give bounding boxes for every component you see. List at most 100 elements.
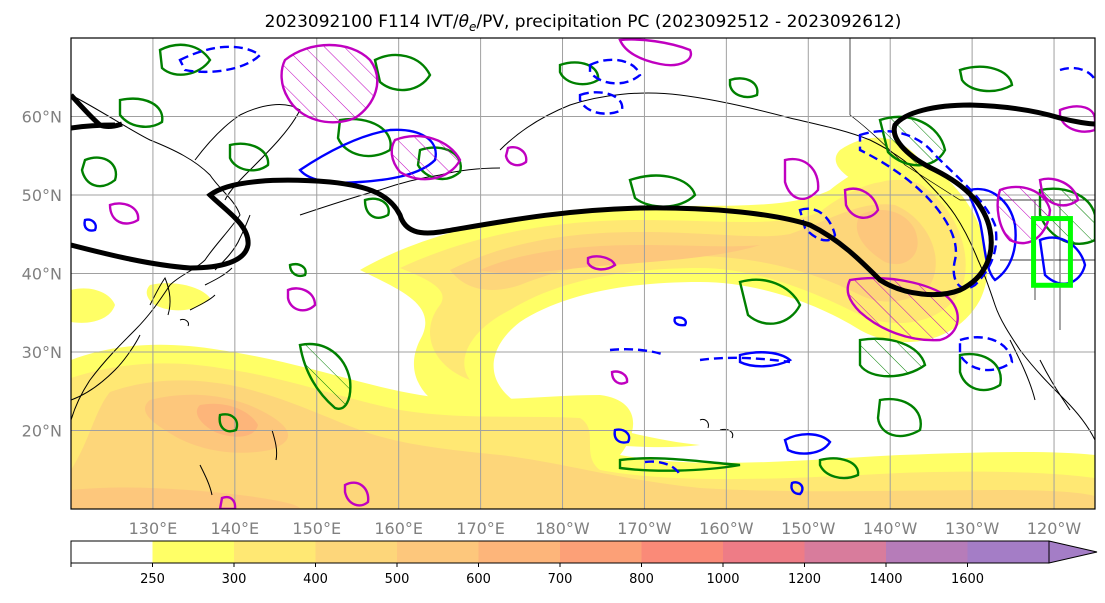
colorbar-segment bbox=[886, 541, 968, 563]
blue-contour-solid bbox=[673, 316, 687, 327]
chart-title: 2023092100 F114 IVT/θe/PV, precipitation… bbox=[265, 12, 902, 34]
lon-tick-label: 120°W bbox=[1027, 519, 1082, 538]
blue-contour-solid bbox=[1038, 236, 1087, 285]
precip-contour bbox=[996, 185, 1052, 245]
colorbar-tick-label: 800 bbox=[629, 572, 654, 587]
green-contour bbox=[298, 342, 352, 410]
precip-contour bbox=[783, 157, 820, 201]
colorbar-segment bbox=[152, 541, 234, 563]
colorbar-segment bbox=[234, 541, 316, 563]
blue-contour-dashed bbox=[798, 207, 837, 242]
precip-contour bbox=[843, 187, 880, 219]
blue-contour-dashed bbox=[699, 356, 791, 364]
colorbar-segment bbox=[478, 541, 560, 563]
colorbar-segment bbox=[315, 541, 397, 563]
coast-china bbox=[71, 334, 141, 401]
precip-contour bbox=[343, 481, 370, 507]
blue-contour-dashed bbox=[958, 336, 1014, 372]
coast-japan bbox=[189, 214, 251, 311]
ivt-band-ne-500 bbox=[856, 210, 918, 265]
ivt-colorbar: 250 300 400 500 600 700 800 1000 1200 1400 1600 bbox=[70, 540, 1098, 587]
blue-contour-solid bbox=[613, 428, 631, 444]
precip-contour bbox=[108, 202, 140, 225]
green-contour bbox=[118, 97, 164, 128]
latitude-tick-labels: 20°N 30°N 40°N 50°N 60°N bbox=[22, 108, 62, 441]
coast-islands bbox=[179, 319, 278, 496]
colorbar-tick-label: 300 bbox=[222, 572, 247, 587]
blue-contour-solid bbox=[790, 481, 804, 496]
colorbar-segment-under bbox=[71, 541, 153, 563]
precip-contour bbox=[618, 38, 693, 67]
green-contour bbox=[158, 43, 212, 76]
lat-tick-label: 40°N bbox=[22, 265, 62, 284]
green-contour bbox=[218, 413, 239, 433]
blue-contour-dashed bbox=[578, 91, 624, 115]
lat-tick-label: 30°N bbox=[22, 343, 62, 362]
green-contour bbox=[363, 197, 390, 219]
green-contour bbox=[858, 337, 927, 378]
precip-contour bbox=[286, 287, 317, 312]
ivt-band-south-600 bbox=[196, 403, 258, 437]
colorbar-segment bbox=[641, 541, 723, 563]
ivt-band-west2-250 bbox=[146, 283, 210, 311]
colorbar-tick-label: 700 bbox=[548, 572, 573, 587]
green-contour bbox=[288, 263, 307, 278]
lon-tick-label: 130°E bbox=[129, 519, 178, 538]
lon-tick-label: 170°E bbox=[456, 519, 505, 538]
colorbar-tick-label: 250 bbox=[140, 572, 165, 587]
colorbar-tick-label: 400 bbox=[303, 572, 328, 587]
lon-tick-label: 140°W bbox=[863, 519, 918, 538]
ivt-band-south-400 bbox=[71, 380, 1095, 509]
blue-contour-dashed bbox=[858, 129, 998, 290]
lon-tick-label: 150°W bbox=[781, 519, 836, 538]
coast-aleutians bbox=[299, 167, 501, 216]
colorbar-tick-label: 600 bbox=[466, 572, 491, 587]
colorbar-segment bbox=[723, 541, 805, 563]
blue-contour-solid bbox=[783, 433, 832, 455]
green-contour bbox=[628, 174, 697, 208]
theta-e-contours-positive bbox=[80, 43, 1095, 480]
precip-contour bbox=[1038, 177, 1080, 207]
precip-pc-contours bbox=[108, 38, 1095, 509]
green-contour bbox=[618, 457, 741, 472]
green-contour bbox=[336, 117, 392, 158]
lon-tick-label: 140°E bbox=[211, 519, 260, 538]
ivt-band-north-500 bbox=[480, 245, 760, 274]
map-layers bbox=[71, 38, 1095, 509]
green-contour bbox=[738, 278, 802, 325]
ivt-band-west-250 bbox=[71, 288, 115, 323]
colorbar-tick-label: 500 bbox=[385, 572, 410, 587]
pv-line-west bbox=[71, 102, 1095, 298]
blue-contour-dashed bbox=[609, 348, 666, 357]
precip-contour bbox=[390, 134, 462, 181]
lon-tick-label: 150°E bbox=[292, 519, 341, 538]
colorbar-tick-label: 1400 bbox=[869, 572, 902, 587]
precip-contour bbox=[218, 495, 237, 509]
lon-tick-label: 160°W bbox=[699, 519, 754, 538]
ivt-band-south-500b bbox=[71, 487, 300, 509]
lat-tick-label: 60°N bbox=[22, 108, 62, 127]
blue-contour-dashed bbox=[1059, 66, 1095, 81]
lon-tick-label: 130°W bbox=[945, 519, 1000, 538]
colorbar-frame bbox=[70, 540, 1050, 564]
pv-line-nw bbox=[71, 93, 123, 131]
highlight-region-box bbox=[1031, 216, 1073, 288]
lat-tick-label: 20°N bbox=[22, 422, 62, 441]
colorbar-segment bbox=[397, 541, 479, 563]
green-contour bbox=[228, 142, 270, 172]
blue-contour-solid bbox=[738, 351, 793, 368]
precip-contour bbox=[610, 370, 629, 385]
colorbar-extend-arrow bbox=[1048, 540, 1098, 564]
colorbar-tick-label: 1000 bbox=[706, 572, 739, 587]
pv-contour bbox=[71, 93, 1095, 298]
coast-asia bbox=[71, 94, 241, 421]
precip-contour bbox=[586, 255, 617, 271]
lon-tick-label: 160°E bbox=[374, 519, 423, 538]
coast-korea bbox=[149, 276, 171, 316]
longitude-tick-labels: 130°E 140°E 150°E 160°E 170°E 180°W 170°W 160°W… bbox=[129, 519, 1082, 538]
green-contour bbox=[373, 53, 432, 92]
precip-contour bbox=[504, 146, 528, 167]
precip-contour bbox=[1058, 105, 1095, 133]
green-contour bbox=[958, 65, 1014, 93]
